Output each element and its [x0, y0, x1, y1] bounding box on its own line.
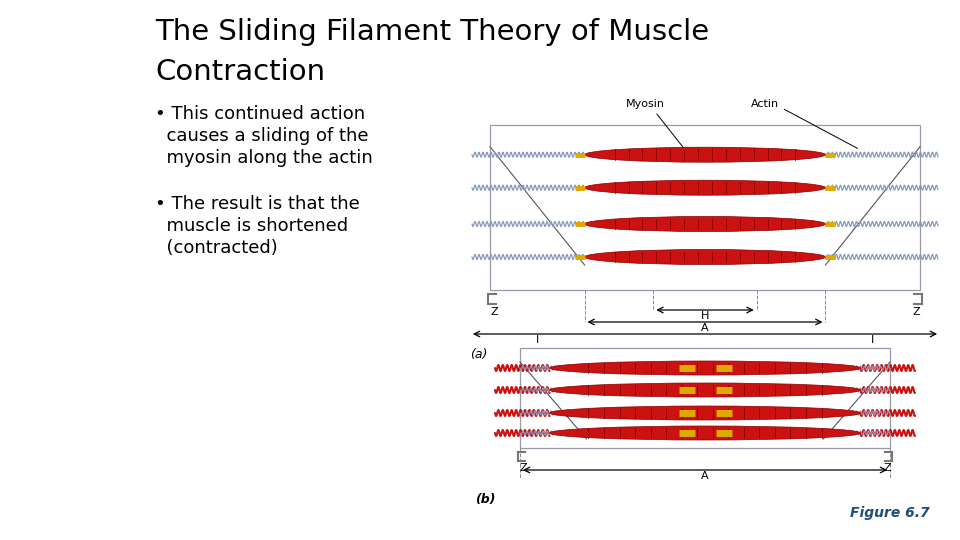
Text: • The result is that the: • The result is that the — [155, 195, 360, 213]
Text: muscle is shortened: muscle is shortened — [155, 217, 348, 235]
Text: Z: Z — [491, 307, 498, 317]
Ellipse shape — [585, 217, 826, 232]
Text: (a): (a) — [470, 348, 488, 361]
Text: causes a sliding of the: causes a sliding of the — [155, 127, 369, 145]
Text: I: I — [536, 335, 539, 345]
Bar — [490, 125, 920, 290]
Text: A: A — [701, 471, 708, 481]
Text: Figure 6.7: Figure 6.7 — [851, 506, 930, 520]
Text: (b): (b) — [475, 493, 495, 506]
Ellipse shape — [585, 249, 826, 265]
Text: (contracted): (contracted) — [155, 239, 277, 257]
Text: H: H — [701, 311, 709, 321]
Text: Z: Z — [883, 463, 891, 473]
Text: Actin: Actin — [751, 99, 857, 148]
Ellipse shape — [585, 180, 826, 195]
Ellipse shape — [585, 147, 826, 162]
Text: I: I — [871, 335, 875, 345]
Text: Contraction: Contraction — [155, 58, 325, 86]
Ellipse shape — [549, 406, 860, 420]
Text: Z: Z — [912, 307, 920, 317]
Text: The Sliding Filament Theory of Muscle: The Sliding Filament Theory of Muscle — [155, 18, 709, 46]
Text: myosin along the actin: myosin along the actin — [155, 149, 372, 167]
Text: • This continued action: • This continued action — [155, 105, 365, 123]
Text: A: A — [701, 323, 708, 333]
Ellipse shape — [549, 361, 860, 375]
Ellipse shape — [549, 426, 860, 440]
Text: Z: Z — [519, 463, 527, 473]
Text: Myosin: Myosin — [626, 99, 684, 147]
Ellipse shape — [549, 383, 860, 397]
Bar — [520, 348, 890, 448]
